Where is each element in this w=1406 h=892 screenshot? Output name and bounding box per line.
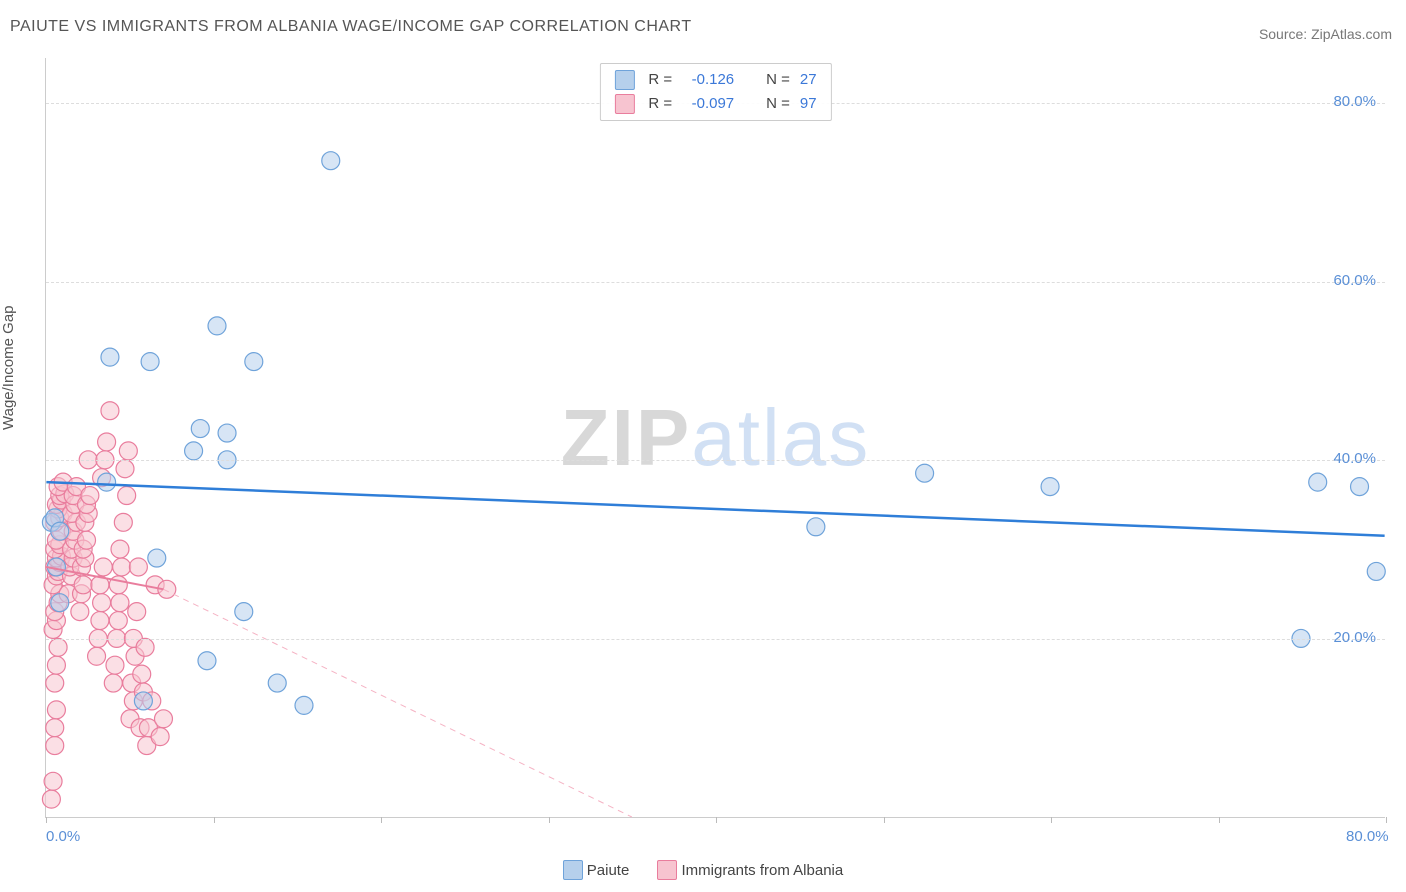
r-value-blue: -0.126: [682, 68, 734, 92]
legend-bottom: Paiute Immigrants from Albania: [0, 860, 1406, 884]
source-attribution: Source: ZipAtlas.com: [1259, 26, 1392, 42]
n-value-pink: 97: [800, 92, 817, 116]
legend-label-pink: Immigrants from Albania: [681, 862, 843, 879]
r-value-pink: -0.097: [682, 92, 734, 116]
r-label: R =: [648, 68, 672, 92]
n-value-blue: 27: [800, 68, 817, 92]
legend-stats-row-pink: R = -0.097 N = 97: [614, 92, 816, 116]
legend-item-blue: Paiute: [563, 860, 630, 880]
chart-title: PAIUTE VS IMMIGRANTS FROM ALBANIA WAGE/I…: [10, 18, 692, 36]
swatch-blue: [563, 860, 583, 880]
chart-container: PAIUTE VS IMMIGRANTS FROM ALBANIA WAGE/I…: [0, 0, 1406, 892]
legend-stats-row-blue: R = -0.126 N = 27: [614, 68, 816, 92]
swatch-blue: [614, 70, 634, 90]
scatter-svg: [46, 58, 1385, 817]
legend-stats: R = -0.126 N = 27 R = -0.097 N = 97: [599, 63, 831, 121]
swatch-pink: [657, 860, 677, 880]
swatch-pink: [614, 94, 634, 114]
r-label: R =: [648, 92, 672, 116]
n-label: N =: [766, 92, 790, 116]
plot-area: ZIPatlas R = -0.126 N = 27 R = -0.097 N …: [45, 58, 1385, 818]
y-axis-label: Wage/Income Gap: [0, 305, 17, 430]
legend-item-pink: Immigrants from Albania: [657, 860, 843, 880]
legend-label-blue: Paiute: [587, 862, 630, 879]
n-label: N =: [766, 68, 790, 92]
